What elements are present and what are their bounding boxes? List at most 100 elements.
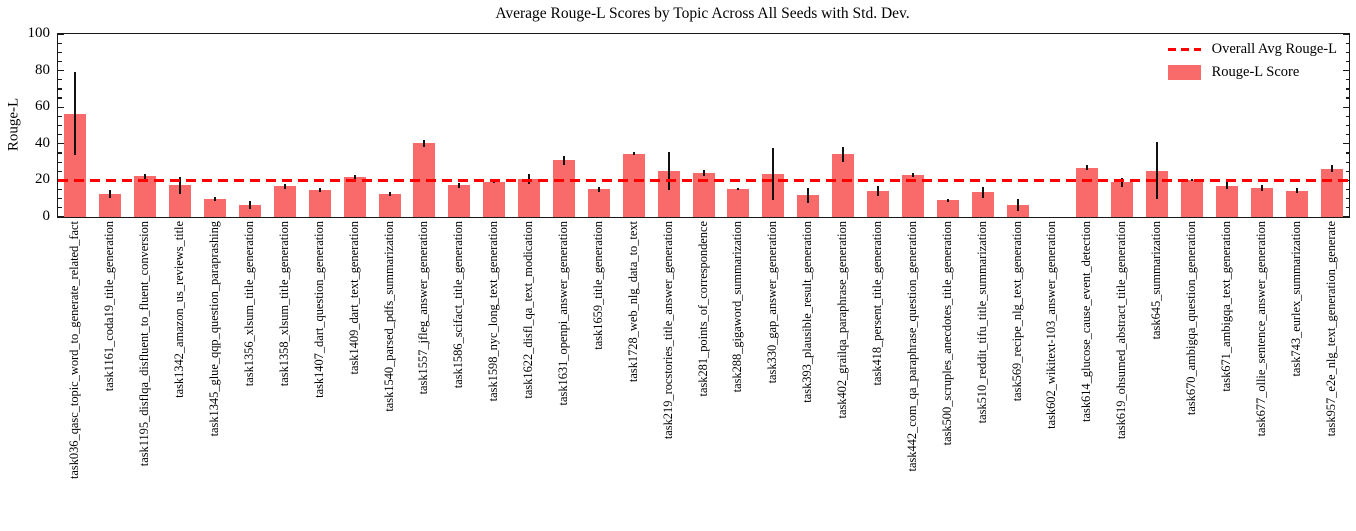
major-tick	[1343, 216, 1349, 218]
error-bar	[946, 198, 949, 203]
major-tick	[58, 216, 64, 218]
bar	[552, 160, 575, 217]
error-bar	[1260, 185, 1263, 191]
bar	[378, 194, 401, 217]
x-tick-label: task602_wikitext-103_answer_generation	[1044, 221, 1059, 429]
error-bar	[353, 175, 356, 179]
error-bar	[562, 156, 565, 165]
error-bar	[667, 151, 670, 191]
y-axis-label: Rouge-L	[5, 97, 22, 152]
bar	[971, 192, 994, 217]
minor-tick	[1345, 79, 1349, 81]
x-tick-label: task219_rocstories_title_answer_generati…	[660, 221, 675, 440]
y-tick-label: 80	[35, 61, 50, 78]
bar	[692, 173, 715, 217]
x-tick-label: task1195_disflqa_disfluent_to_fluent_con…	[137, 221, 152, 467]
error-bar	[737, 187, 740, 191]
bar	[273, 186, 296, 217]
minor-tick	[58, 134, 62, 136]
error-bar	[807, 187, 810, 203]
minor-tick	[1345, 115, 1349, 117]
major-tick	[1343, 106, 1349, 108]
minor-tick	[1345, 134, 1349, 136]
x-tick-label: task442_com_qa_paraphrase_question_gener…	[904, 221, 919, 472]
x-tick-label: task281_points_of_correspondence	[695, 221, 710, 397]
x-tick-label: task1631_openpi_answer_generation	[555, 221, 570, 406]
error-bar	[842, 147, 845, 162]
bar	[64, 113, 87, 217]
bar	[134, 176, 157, 217]
x-tick-label: task1161_coda19_title_generation	[102, 221, 117, 392]
minor-tick	[1345, 51, 1349, 53]
x-tick-label: task1342_amazon_us_reviews_title	[172, 221, 187, 398]
x-tick-label: task614_glucose_cause_event_detection	[1079, 221, 1094, 422]
minor-tick	[58, 42, 62, 44]
minor-tick	[58, 60, 62, 62]
bar	[1006, 205, 1029, 217]
y-tick-label: 60	[35, 98, 50, 115]
x-tick-label: task1659_title_generation	[590, 221, 605, 350]
bar	[1215, 185, 1238, 217]
error-bar	[458, 182, 461, 188]
bar	[587, 189, 610, 217]
minor-tick	[58, 170, 62, 172]
minor-tick	[58, 161, 62, 163]
bar	[1076, 167, 1099, 217]
plot-area: Overall Avg Rouge-L Rouge-L Score	[57, 33, 1350, 218]
x-tick-label: task569_recipe_nlg_text_generation	[1009, 221, 1024, 402]
error-bar	[1086, 165, 1089, 170]
bar	[622, 153, 645, 217]
x-tick-label: task1358_xlsum_title_generation	[276, 221, 291, 387]
error-bar	[1016, 199, 1019, 211]
bar	[867, 191, 889, 217]
bar	[901, 174, 924, 217]
bar	[936, 200, 959, 217]
bar	[343, 177, 366, 217]
minor-tick	[58, 97, 62, 99]
major-tick	[58, 70, 64, 72]
minor-tick	[58, 79, 62, 81]
bar	[483, 181, 506, 217]
x-tick-label: task393_plausible_result_generation	[800, 221, 815, 403]
x-tick-label: task743_eurlex_summarization	[1288, 221, 1303, 377]
minor-tick	[58, 115, 62, 117]
x-tick-label: task418_persent_title_generation	[870, 221, 884, 386]
error-bar	[144, 173, 147, 179]
major-tick	[58, 143, 64, 145]
legend: Overall Avg Rouge-L Rouge-L Score	[1167, 41, 1337, 81]
minor-tick	[1345, 198, 1349, 200]
error-bar	[1330, 164, 1333, 173]
minor-tick	[1345, 42, 1349, 44]
bar	[832, 154, 855, 217]
bar	[518, 178, 540, 217]
x-tick-label: task1345_glue_qqp_question_paraprashing	[207, 221, 221, 437]
x-tick-label: task1622_disfl_qa_text_modication	[521, 221, 535, 399]
legend-item-overall-avg: Overall Avg Rouge-L	[1167, 41, 1337, 58]
x-tick-label: task330_gap_answer_generation	[765, 221, 780, 384]
error-bar	[1295, 187, 1298, 194]
major-tick	[1343, 70, 1349, 72]
error-bar	[109, 190, 112, 199]
error-bar	[1225, 182, 1228, 190]
x-tick-label: task957_e2e_nlg_text_generation_generate	[1323, 221, 1338, 437]
bar	[238, 205, 261, 217]
chart-title: Average Rouge-L Scores by Topic Across A…	[495, 5, 910, 22]
minor-tick	[1345, 60, 1349, 62]
minor-tick	[1345, 207, 1349, 209]
dashed-line-swatch-icon	[1167, 48, 1201, 51]
error-bar	[214, 196, 216, 201]
bar	[657, 170, 680, 217]
x-tick-label: task1557_jfleg_answer_generation	[416, 221, 431, 395]
error-bar	[1121, 177, 1124, 187]
minor-tick	[1345, 152, 1349, 154]
x-tick-label: task677_ollie_sentence_answer_generation	[1253, 221, 1268, 437]
bar	[99, 194, 122, 217]
legend-item-rouge-score: Rouge-L Score	[1167, 64, 1337, 81]
minor-tick	[1345, 170, 1349, 172]
major-tick	[58, 106, 64, 108]
x-tick-label: task671_ambigqa_text_generation	[1218, 221, 1233, 392]
minor-tick	[1345, 161, 1349, 163]
bar	[1250, 187, 1273, 217]
legend-label-overall-avg: Overall Avg Rouge-L	[1211, 41, 1337, 57]
